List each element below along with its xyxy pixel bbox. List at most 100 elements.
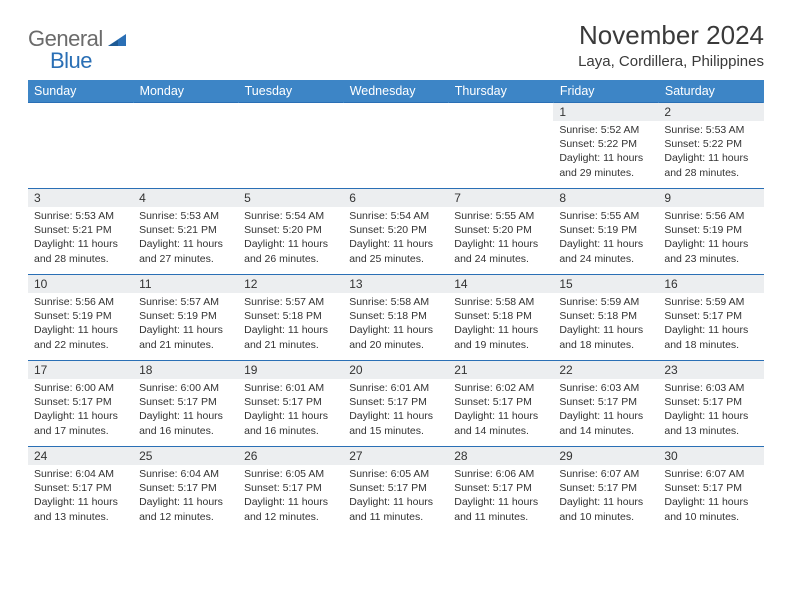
sunrise-text: Sunrise: 5:53 AM (34, 209, 127, 223)
calendar-cell: 6Sunrise: 5:54 AMSunset: 5:20 PMDaylight… (343, 189, 448, 275)
calendar-table: SundayMondayTuesdayWednesdayThursdayFrid… (28, 80, 764, 533)
sunset-text: Sunset: 5:17 PM (664, 481, 757, 495)
sunrise-text: Sunrise: 5:53 AM (139, 209, 232, 223)
day-number: 27 (343, 447, 448, 465)
daylight-text: Daylight: 11 hours and 24 minutes. (454, 237, 547, 265)
sunset-text: Sunset: 5:18 PM (559, 309, 652, 323)
day-details: Sunrise: 6:07 AMSunset: 5:17 PMDaylight:… (658, 465, 763, 528)
day-number: 5 (238, 189, 343, 207)
calendar-week-row: 3Sunrise: 5:53 AMSunset: 5:21 PMDaylight… (28, 189, 764, 275)
day-number: 1 (553, 103, 658, 121)
day-number: 25 (133, 447, 238, 465)
day-details: Sunrise: 6:05 AMSunset: 5:17 PMDaylight:… (343, 465, 448, 528)
day-number: 26 (238, 447, 343, 465)
calendar-cell: 20Sunrise: 6:01 AMSunset: 5:17 PMDayligh… (343, 361, 448, 447)
sunset-text: Sunset: 5:19 PM (34, 309, 127, 323)
daylight-text: Daylight: 11 hours and 10 minutes. (664, 495, 757, 523)
logo-text-blue: Blue (50, 48, 92, 73)
daylight-text: Daylight: 11 hours and 14 minutes. (559, 409, 652, 437)
calendar-cell: 16Sunrise: 5:59 AMSunset: 5:17 PMDayligh… (658, 275, 763, 361)
calendar-cell: 5 Sunrise: 5:54 AMSunset: 5:20 PMDaylight… (238, 189, 343, 275)
daylight-text: Daylight: 11 hours and 11 minutes. (349, 495, 442, 523)
daylight-text: Daylight: 11 hours and 20 minutes. (349, 323, 442, 351)
day-details: Sunrise: 6:01 AMSunset: 5:17 PMDaylight:… (238, 379, 343, 442)
calendar-week-row: 1Sunrise: 5:52 AMSunset: 5:22 PMDaylight… (28, 103, 764, 189)
sunrise-text: Sunrise: 6:07 AM (559, 467, 652, 481)
day-number: 20 (343, 361, 448, 379)
day-details: Sunrise: 6:00 AMSunset: 5:17 PMDaylight:… (28, 379, 133, 442)
daylight-text: Daylight: 11 hours and 26 minutes. (244, 237, 337, 265)
weekday-header: Monday (133, 80, 238, 103)
daylight-text: Daylight: 11 hours and 25 minutes. (349, 237, 442, 265)
day-number: 24 (28, 447, 133, 465)
sunset-text: Sunset: 5:17 PM (244, 395, 337, 409)
daylight-text: Daylight: 11 hours and 11 minutes. (454, 495, 547, 523)
calendar-cell: 17Sunrise: 6:00 AMSunset: 5:17 PMDayligh… (28, 361, 133, 447)
header: General November 2024 Laya, Cordillera, … (28, 20, 764, 70)
sunset-text: Sunset: 5:17 PM (139, 395, 232, 409)
day-details: Sunrise: 5:55 AMSunset: 5:20 PMDaylight:… (448, 207, 553, 270)
daylight-text: Daylight: 11 hours and 27 minutes. (139, 237, 232, 265)
day-details: Sunrise: 6:02 AMSunset: 5:17 PMDaylight:… (448, 379, 553, 442)
sunset-text: Sunset: 5:20 PM (349, 223, 442, 237)
sunrise-text: Sunrise: 6:01 AM (244, 381, 337, 395)
day-details: Sunrise: 5:53 AMSunset: 5:22 PMDaylight:… (658, 121, 763, 184)
calendar-cell: 3Sunrise: 5:53 AMSunset: 5:21 PMDaylight… (28, 189, 133, 275)
day-details: Sunrise: 6:03 AMSunset: 5:17 PMDaylight:… (553, 379, 658, 442)
calendar-cell: 27Sunrise: 6:05 AMSunset: 5:17 PMDayligh… (343, 447, 448, 533)
calendar-week-row: 17Sunrise: 6:00 AMSunset: 5:17 PMDayligh… (28, 361, 764, 447)
daylight-text: Daylight: 11 hours and 15 minutes. (349, 409, 442, 437)
sunrise-text: Sunrise: 6:06 AM (454, 467, 547, 481)
calendar-body: 1Sunrise: 5:52 AMSunset: 5:22 PMDaylight… (28, 103, 764, 533)
calendar-cell: 23Sunrise: 6:03 AMSunset: 5:17 PMDayligh… (658, 361, 763, 447)
day-details: Sunrise: 5:58 AMSunset: 5:18 PMDaylight:… (343, 293, 448, 356)
sunrise-text: Sunrise: 5:54 AM (244, 209, 337, 223)
day-number: 21 (448, 361, 553, 379)
calendar-cell: 26Sunrise: 6:05 AMSunset: 5:17 PMDayligh… (238, 447, 343, 533)
day-details: Sunrise: 5:59 AMSunset: 5:17 PMDaylight:… (658, 293, 763, 356)
calendar-cell: 15Sunrise: 5:59 AMSunset: 5:18 PMDayligh… (553, 275, 658, 361)
daylight-text: Daylight: 11 hours and 10 minutes. (559, 495, 652, 523)
daylight-text: Daylight: 11 hours and 12 minutes. (244, 495, 337, 523)
sunset-text: Sunset: 5:20 PM (454, 223, 547, 237)
calendar-week-row: 10Sunrise: 5:56 AMSunset: 5:19 PMDayligh… (28, 275, 764, 361)
sunrise-text: Sunrise: 6:07 AM (664, 467, 757, 481)
day-details: Sunrise: 6:04 AMSunset: 5:17 PMDaylight:… (133, 465, 238, 528)
daylight-text: Daylight: 11 hours and 17 minutes. (34, 409, 127, 437)
day-details: Sunrise: 6:05 AMSunset: 5:17 PMDaylight:… (238, 465, 343, 528)
sunset-text: Sunset: 5:22 PM (559, 137, 652, 151)
sunrise-text: Sunrise: 6:01 AM (349, 381, 442, 395)
weekday-header: Wednesday (343, 80, 448, 103)
sunrise-text: Sunrise: 5:53 AM (664, 123, 757, 137)
sunset-text: Sunset: 5:18 PM (244, 309, 337, 323)
calendar-cell (238, 103, 343, 189)
sunset-text: Sunset: 5:17 PM (139, 481, 232, 495)
calendar-cell: 7Sunrise: 5:55 AMSunset: 5:20 PMDaylight… (448, 189, 553, 275)
sunset-text: Sunset: 5:20 PM (244, 223, 337, 237)
sunrise-text: Sunrise: 5:55 AM (454, 209, 547, 223)
sunrise-text: Sunrise: 5:58 AM (454, 295, 547, 309)
calendar-header-row: SundayMondayTuesdayWednesdayThursdayFrid… (28, 80, 764, 103)
sunrise-text: Sunrise: 5:59 AM (559, 295, 652, 309)
sunset-text: Sunset: 5:18 PM (349, 309, 442, 323)
calendar-cell: 21Sunrise: 6:02 AMSunset: 5:17 PMDayligh… (448, 361, 553, 447)
sunset-text: Sunset: 5:17 PM (664, 395, 757, 409)
sunset-text: Sunset: 5:19 PM (139, 309, 232, 323)
daylight-text: Daylight: 11 hours and 28 minutes. (34, 237, 127, 265)
calendar-cell: 1Sunrise: 5:52 AMSunset: 5:22 PMDaylight… (553, 103, 658, 189)
sunset-text: Sunset: 5:17 PM (454, 395, 547, 409)
sunrise-text: Sunrise: 5:52 AM (559, 123, 652, 137)
day-details: Sunrise: 5:52 AMSunset: 5:22 PMDaylight:… (553, 121, 658, 184)
daylight-text: Daylight: 11 hours and 21 minutes. (244, 323, 337, 351)
calendar-cell (133, 103, 238, 189)
day-number: 28 (448, 447, 553, 465)
day-number: 14 (448, 275, 553, 293)
daylight-text: Daylight: 11 hours and 22 minutes. (34, 323, 127, 351)
calendar-cell: 10Sunrise: 5:56 AMSunset: 5:19 PMDayligh… (28, 275, 133, 361)
daylight-text: Daylight: 11 hours and 28 minutes. (664, 151, 757, 179)
triangle-icon (108, 30, 126, 51)
day-details: Sunrise: 5:57 AMSunset: 5:18 PMDaylight:… (238, 293, 343, 356)
day-number: 16 (658, 275, 763, 293)
sunrise-text: Sunrise: 5:58 AM (349, 295, 442, 309)
day-details: Sunrise: 6:00 AMSunset: 5:17 PMDaylight:… (133, 379, 238, 442)
